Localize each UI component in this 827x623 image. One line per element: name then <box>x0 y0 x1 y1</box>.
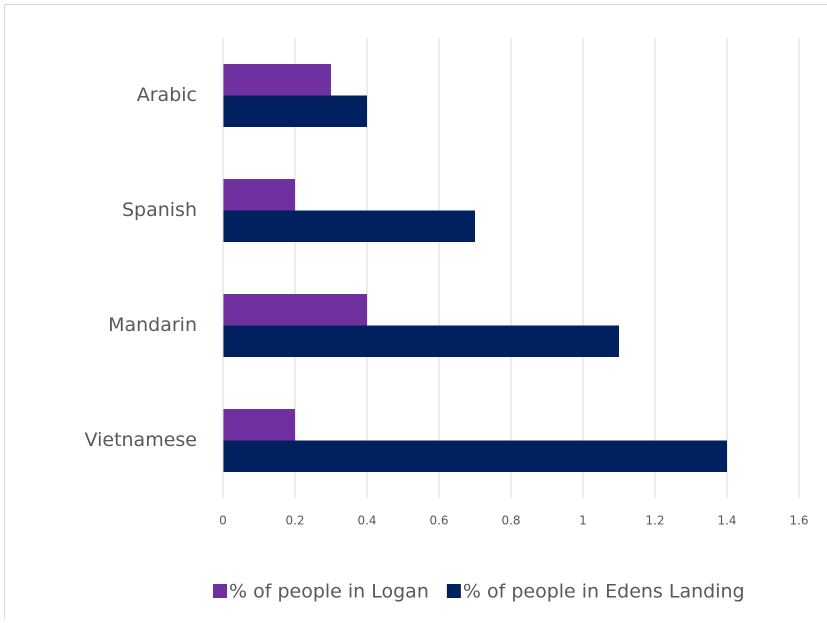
x-tick-label: 0.8 <box>501 514 520 528</box>
bar <box>223 409 295 441</box>
bar <box>223 441 727 473</box>
legend-label: % of people in Edens Landing <box>463 581 745 603</box>
y-tick-label: Vietnamese <box>85 429 197 451</box>
legend-swatch <box>213 584 227 598</box>
x-tick-label: 1 <box>579 514 587 528</box>
bar <box>223 326 619 358</box>
y-tick-label: Mandarin <box>108 314 197 336</box>
x-tick-label: 0 <box>219 514 227 528</box>
legend-swatch <box>447 584 461 598</box>
bar <box>223 64 331 96</box>
x-tick-label: 1.4 <box>717 514 736 528</box>
bar <box>223 96 367 128</box>
y-tick-label: Arabic <box>137 84 197 106</box>
chart-border <box>5 5 827 620</box>
x-tick-label: 1.2 <box>645 514 664 528</box>
x-tick-label: 1.6 <box>789 514 808 528</box>
x-tick-label: 0.4 <box>357 514 376 528</box>
bar <box>223 179 295 211</box>
bar <box>223 211 475 243</box>
y-tick-label: Spanish <box>122 199 197 221</box>
bar <box>223 294 367 326</box>
legend-label: % of people in Logan <box>229 581 429 603</box>
x-tick-label: 0.6 <box>429 514 448 528</box>
x-tick-label: 0.2 <box>285 514 304 528</box>
